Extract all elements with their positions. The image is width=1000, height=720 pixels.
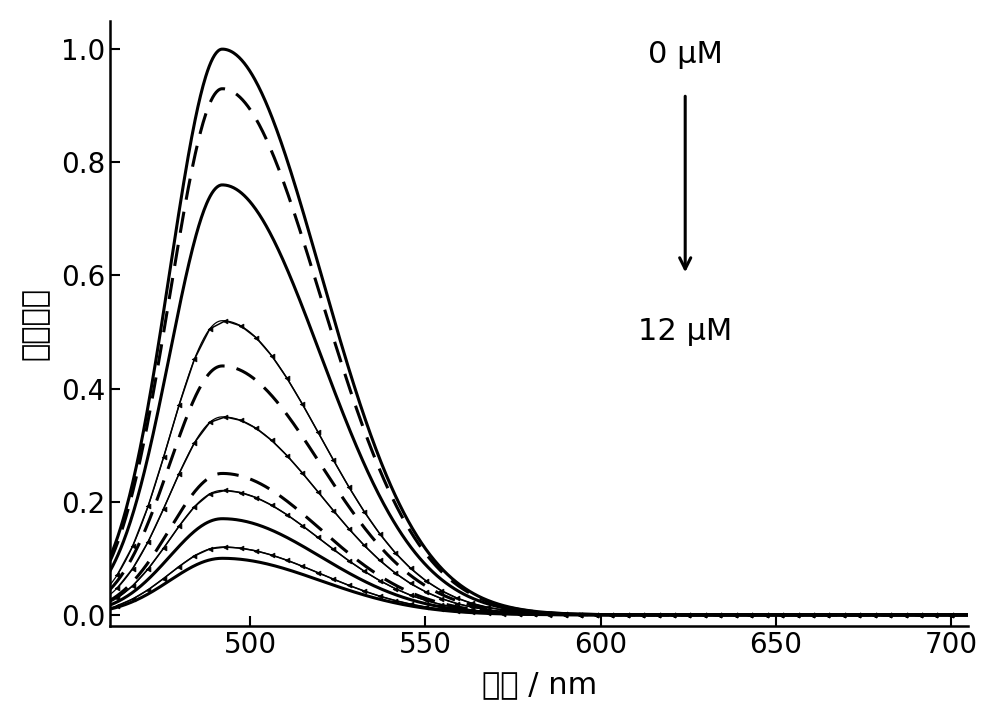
Text: 12 μM: 12 μM (638, 318, 732, 346)
Text: 0 μM: 0 μM (648, 40, 723, 69)
Y-axis label: 荧光强度: 荧光强度 (21, 287, 50, 360)
X-axis label: 波长 / nm: 波长 / nm (482, 670, 597, 699)
